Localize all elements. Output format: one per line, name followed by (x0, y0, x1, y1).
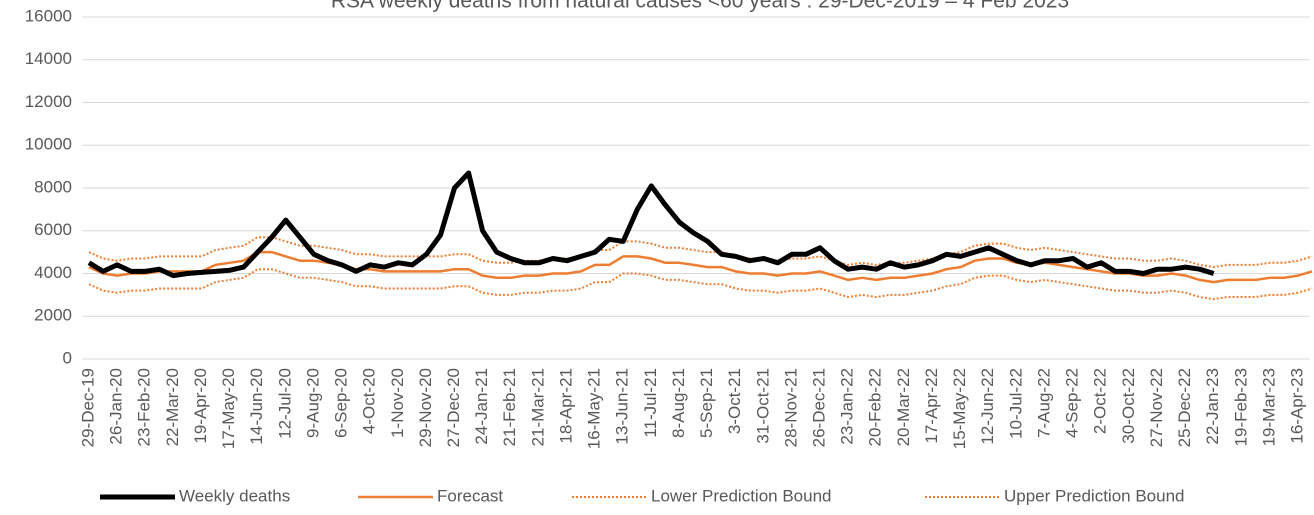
x-tick-label: 18-Apr-21 (556, 368, 575, 444)
x-tick-label: 29-Nov-20 (416, 368, 435, 447)
x-tick-label: 9-Aug-20 (303, 368, 322, 438)
y-tick-label: 2000 (34, 306, 72, 325)
x-tick-label: 8-Aug-21 (669, 368, 688, 438)
x-tick-label: 16-Apr-23 (1287, 368, 1306, 444)
x-tick-label: 7-Aug-22 (1034, 368, 1053, 438)
x-tick-label: 4-Sep-22 (1063, 368, 1082, 438)
x-tick-label: 1-Nov-20 (388, 368, 407, 438)
y-tick-label: 0 (63, 348, 72, 367)
y-tick-label: 16000 (25, 6, 72, 25)
x-tick-label: 15-May-22 (950, 368, 969, 449)
x-tick-label: 2-Oct-22 (1091, 368, 1110, 434)
x-tick-label: 22-Mar-20 (163, 368, 182, 446)
legend-label: Forecast (437, 486, 503, 505)
x-tick-label: 11-Jul-21 (641, 368, 660, 438)
x-tick-label: 19-Feb-23 (1231, 368, 1250, 446)
x-tick-label: 26-Jan-20 (107, 368, 126, 445)
x-tick-label: 20-Feb-22 (866, 368, 885, 446)
x-tick-label: 19-Apr-20 (191, 368, 210, 444)
x-tick-label: 26-Dec-21 (810, 368, 829, 447)
legend-label: Upper Prediction Bound (1004, 486, 1185, 505)
series-line (88, 250, 1313, 284)
x-tick-label: 5-Sep-21 (697, 368, 716, 438)
x-tick-label: 22-Jan-23 (1203, 368, 1222, 445)
x-tick-label: 12-Jul-20 (275, 368, 294, 439)
x-tick-label: 27-Nov-22 (1147, 368, 1166, 447)
series-line (87, 170, 1215, 279)
x-tick-label: 13-Jun-21 (613, 368, 632, 445)
x-tick-label: 23-Jan-22 (838, 368, 857, 445)
x-tick-label: 23-Feb-20 (135, 368, 154, 446)
x-tick-label: 29-Dec-19 (78, 368, 97, 447)
y-tick-label: 8000 (34, 177, 72, 196)
y-tick-label: 6000 (34, 220, 72, 239)
x-tick-label: 3-Oct-21 (725, 368, 744, 434)
x-tick-label: 25-Dec-22 (1175, 368, 1194, 447)
x-tick-label: 17-May-20 (219, 368, 238, 449)
x-tick-label: 6-Sep-20 (332, 368, 351, 438)
x-tick-label: 28-Nov-21 (781, 368, 800, 447)
y-tick-label: 14000 (25, 49, 72, 68)
chart-title: RSA weekly deaths from natural causes <6… (331, 0, 1069, 13)
x-tick-label: 16-May-21 (585, 368, 604, 449)
x-tick-label: 24-Jan-21 (472, 368, 491, 445)
y-tick-label: 10000 (25, 135, 72, 154)
x-tick-label: 19-Mar-23 (1259, 368, 1278, 446)
x-tick-label: 21-Feb-21 (500, 368, 519, 446)
legend-label: Weekly deaths (179, 486, 290, 505)
x-tick-label: 21-Mar-21 (528, 368, 547, 446)
x-tick-label: 20-Mar-22 (894, 368, 913, 446)
x-tick-label: 12-Jun-22 (978, 368, 997, 445)
x-tick-label: 30-Oct-22 (1119, 368, 1138, 444)
x-tick-label: 31-Oct-21 (753, 368, 772, 444)
y-tick-label: 12000 (25, 92, 72, 111)
y-tick-label: 4000 (34, 263, 72, 282)
x-tick-label: 4-Oct-20 (360, 368, 379, 434)
legend-label: Lower Prediction Bound (651, 486, 832, 505)
x-tick-label: 14-Jun-20 (247, 368, 266, 445)
x-tick-label: 27-Dec-20 (444, 368, 463, 447)
x-tick-label: 17-Apr-22 (922, 368, 941, 444)
x-tick-label: 10-Jul-22 (1006, 368, 1025, 439)
